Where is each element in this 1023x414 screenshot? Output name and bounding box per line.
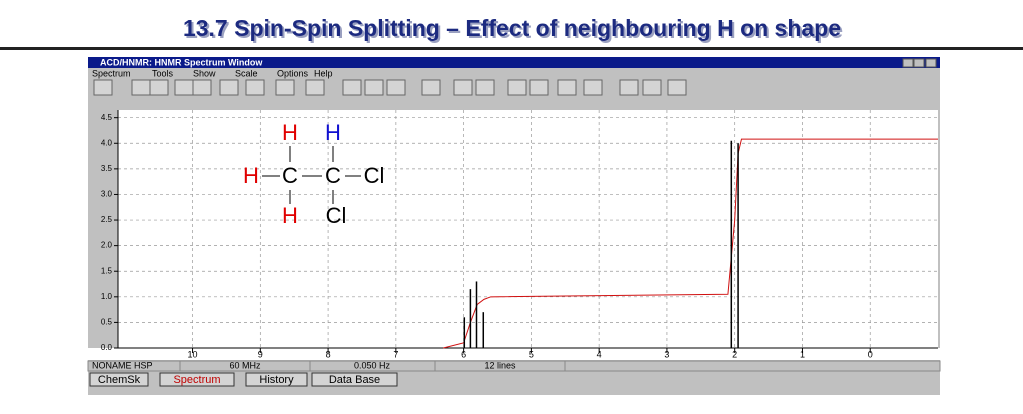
y-tick-label: 2.0: [101, 241, 113, 250]
x-axis-band: [88, 348, 940, 360]
x-tick-label: 8: [326, 349, 331, 359]
tool-button[interactable]: [219, 79, 239, 96]
tool-button[interactable]: [131, 79, 151, 96]
tool-button[interactable]: [192, 79, 212, 96]
title-rule: [0, 47, 1023, 50]
molecule: H H H C C Cl H Cl: [243, 120, 384, 228]
toolbar: [93, 79, 687, 96]
tab-label[interactable]: Spectrum: [173, 374, 220, 386]
x-tick-label: 0: [868, 349, 873, 359]
menu-item[interactable]: Scale: [235, 68, 258, 78]
plot: 0.00.51.01.52.02.53.03.54.04.510 9 8 7 6 5 4 3 2…: [101, 110, 938, 359]
tool-button[interactable]: [149, 79, 169, 96]
tool-button[interactable]: [421, 79, 441, 96]
y-tick-label: 2.5: [101, 215, 113, 224]
tool-button[interactable]: [475, 79, 495, 96]
maximize-button[interactable]: [913, 58, 925, 68]
atom: Cl: [364, 163, 385, 188]
status-bar: NONAME HSP 60 MHz 0.050 Hz 12 lines: [87, 360, 941, 372]
x-tick-label: 6: [461, 349, 466, 359]
close-button[interactable]: [925, 58, 937, 68]
y-tick-label: 4.0: [101, 138, 113, 147]
status-text: 12 lines: [484, 360, 516, 370]
menu-item[interactable]: Spectrum: [92, 68, 131, 78]
tool-button[interactable]: [619, 79, 639, 96]
title-shadow: 13.7 Spin-Spin Splitting – Effect of nei…: [185, 17, 843, 43]
tab[interactable]: [245, 372, 308, 387]
menu-item[interactable]: Help: [314, 68, 333, 78]
tool-button[interactable]: [667, 79, 687, 96]
tool-button[interactable]: [275, 79, 295, 96]
tool-button[interactable]: [245, 79, 265, 96]
title-bar: [88, 57, 940, 68]
x-tick-label: 4: [597, 349, 602, 359]
tool-button[interactable]: [557, 79, 577, 96]
tool-button[interactable]: [305, 79, 325, 96]
tab[interactable]: [159, 372, 235, 387]
tool-button[interactable]: [529, 79, 549, 96]
minimize-button[interactable]: [902, 58, 914, 68]
tab-bar: ChemSk Spectrum History Data Base: [89, 372, 398, 387]
tab[interactable]: [89, 372, 149, 387]
atom: Cl: [326, 203, 347, 228]
tool-button[interactable]: [386, 79, 406, 96]
x-tick-label: 10: [188, 349, 198, 359]
tab[interactable]: [311, 372, 398, 387]
tool-button[interactable]: [364, 79, 384, 96]
y-tick-label: 0.5: [101, 318, 113, 327]
tool-button[interactable]: [642, 79, 662, 96]
status-text: NONAME HSP: [92, 360, 153, 370]
integral-curve: [443, 138, 938, 349]
x-tick-label: 3: [664, 349, 669, 359]
tool-button[interactable]: [507, 79, 527, 96]
y-tick-label: 1.0: [101, 292, 113, 301]
y-tick-label: 3.0: [101, 190, 113, 199]
slide-title: 13.7 Spin-Spin Splitting – Effect of nei…: [183, 15, 841, 41]
tab-label[interactable]: Data Base: [329, 374, 380, 386]
atom: H: [282, 203, 298, 228]
tool-button[interactable]: [583, 79, 603, 96]
status-cell: [564, 360, 941, 372]
tab-label[interactable]: ChemSk: [98, 374, 141, 386]
status-text: 60 MHz: [229, 360, 261, 370]
atom: H: [325, 120, 341, 145]
x-tick-label: 9: [258, 349, 263, 359]
y-tick-label: 4.5: [101, 113, 113, 122]
x-tick-label: 7: [393, 349, 398, 359]
x-tick-label: 2: [732, 349, 737, 359]
atom: H: [282, 120, 298, 145]
menu-item[interactable]: Show: [193, 68, 216, 78]
x-tick-label: 5: [529, 349, 534, 359]
y-tick-label: 3.5: [101, 164, 113, 173]
menu-item[interactable]: Tools: [152, 68, 174, 78]
tool-button[interactable]: [93, 79, 113, 96]
menu-bar: Spectrum Tools Show Scale Options Help: [92, 68, 333, 78]
tab-label[interactable]: History: [259, 374, 294, 386]
tool-button[interactable]: [453, 79, 473, 96]
y-tick-label: 0.0: [101, 343, 113, 352]
window-buttons[interactable]: [902, 58, 937, 68]
atom: C: [325, 163, 341, 188]
window-title: ACD/HNMR: HNMR Spectrum Window: [100, 57, 263, 67]
atom: C: [282, 163, 298, 188]
atom: H: [243, 163, 259, 188]
tool-button[interactable]: [174, 79, 194, 96]
tool-button[interactable]: [342, 79, 362, 96]
status-text: 0.050 Hz: [354, 360, 391, 370]
y-tick-label: 1.5: [101, 266, 113, 275]
plot-area: [118, 110, 938, 348]
menu-item[interactable]: Options: [277, 68, 309, 78]
x-tick-label: 1: [800, 349, 805, 359]
